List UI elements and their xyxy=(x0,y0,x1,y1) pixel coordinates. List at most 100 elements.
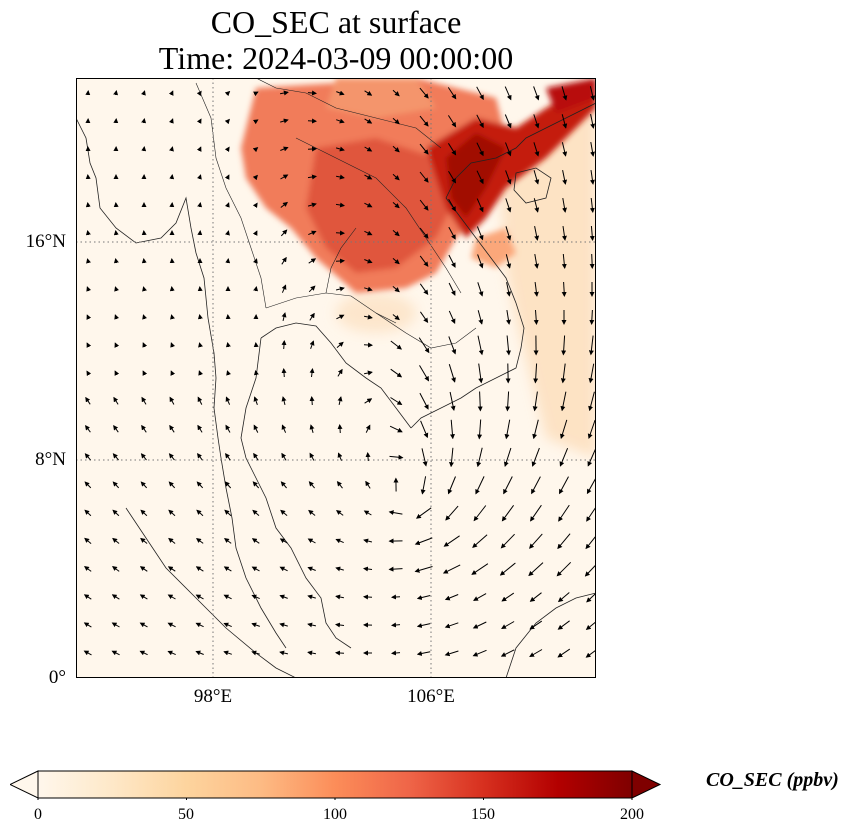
wind-arrow xyxy=(280,481,287,489)
wind-arrow xyxy=(112,537,120,544)
wind-arrow xyxy=(534,254,539,269)
wind-arrow xyxy=(141,258,147,264)
wind-arrow xyxy=(419,143,429,155)
wind-arrow xyxy=(309,396,315,406)
wind-arrow xyxy=(561,226,567,241)
wind-arrow xyxy=(419,255,429,267)
wind-arrow xyxy=(392,230,400,237)
wind-arrow xyxy=(449,447,454,468)
wind-arrow xyxy=(557,592,570,603)
wind-arrow xyxy=(86,286,92,292)
wind-arrow xyxy=(167,650,176,656)
wind-arrow xyxy=(252,202,258,209)
wind-arrow xyxy=(252,509,260,516)
wind-arrow xyxy=(225,452,231,461)
wind-arrow xyxy=(336,118,345,124)
wind-arrow xyxy=(139,594,148,600)
wind-arrow xyxy=(589,86,596,101)
wind-arrow xyxy=(197,314,203,320)
wind-arrow xyxy=(448,171,457,184)
wind-arrow xyxy=(280,146,289,152)
wind-arrow xyxy=(225,396,231,405)
wind-arrow xyxy=(562,170,568,185)
wind-arrow xyxy=(112,481,120,489)
wind-arrow xyxy=(561,142,568,157)
wind-arrow xyxy=(170,314,175,320)
wind-arrow xyxy=(504,419,511,440)
colorbar-extend-max xyxy=(631,770,662,799)
wind-arrow xyxy=(141,118,147,124)
wind-arrow xyxy=(335,146,345,152)
wind-arrow xyxy=(414,537,433,546)
wind-arrow xyxy=(167,622,176,628)
wind-arrow xyxy=(363,510,372,516)
wind-arrow xyxy=(533,114,540,129)
wind-arrow xyxy=(281,312,287,322)
wind-arrow xyxy=(388,510,403,516)
wind-arrow xyxy=(472,621,487,629)
wind-arrow xyxy=(448,282,456,296)
wind-arrow xyxy=(281,368,287,378)
wind-arrow xyxy=(224,538,232,544)
wind-arrow xyxy=(590,142,595,157)
wind-arrow xyxy=(224,118,230,125)
wind-arrow xyxy=(363,538,373,544)
wind-arrow xyxy=(307,538,316,544)
wind-arrow xyxy=(253,286,259,292)
wind-arrow xyxy=(307,90,317,96)
wind-arrow xyxy=(589,225,595,241)
wind-arrow xyxy=(198,342,203,348)
wind-arrow xyxy=(556,561,572,577)
wind-arrow xyxy=(448,226,456,240)
wind-arrow xyxy=(113,424,119,433)
wind-arrow xyxy=(444,622,459,629)
wind-arrow xyxy=(281,424,287,433)
wind-arrow xyxy=(364,146,373,152)
wind-arrow xyxy=(532,419,539,440)
wind-arrow xyxy=(280,90,289,96)
wind-arrow xyxy=(139,650,148,656)
wind-arrow xyxy=(588,363,595,384)
wind-arrow xyxy=(448,310,456,325)
wind-arrow xyxy=(533,142,540,157)
wind-arrow xyxy=(281,452,287,461)
wind-arrow xyxy=(167,566,176,572)
wind-arrow xyxy=(419,199,429,211)
wind-arrow xyxy=(505,391,511,412)
colorbar-tick-50: 50 xyxy=(178,806,194,823)
wind-arrow xyxy=(168,509,176,517)
wind-arrow xyxy=(251,650,260,656)
wind-arrow xyxy=(589,170,595,185)
wind-arrow xyxy=(561,114,568,129)
wind-arrow xyxy=(111,594,120,600)
wind-arrow xyxy=(309,452,315,461)
wind-arrow xyxy=(85,230,91,236)
wind-arrow xyxy=(253,370,259,376)
wind-arrow xyxy=(364,258,373,264)
wind-arrow xyxy=(197,174,202,180)
wind-arrow xyxy=(390,368,403,378)
wind-arrow xyxy=(419,365,430,382)
wind-arrow xyxy=(363,314,373,320)
wind-arrow xyxy=(533,198,540,213)
wind-arrow xyxy=(223,566,232,572)
wind-arrow xyxy=(335,538,344,544)
colorbar-tick-100: 100 xyxy=(323,806,347,823)
wind-arrow xyxy=(443,535,460,547)
wind-arrow xyxy=(534,226,540,241)
wind-arrow xyxy=(501,621,515,629)
wind-arrow xyxy=(448,364,456,383)
wind-arrow xyxy=(391,650,401,656)
wind-arrow xyxy=(444,650,459,657)
wind-arrow xyxy=(531,447,540,467)
wind-arrow xyxy=(168,481,176,489)
wind-arrow xyxy=(253,258,258,264)
wind-arrow xyxy=(281,396,287,406)
wind-arrow xyxy=(169,286,175,292)
wind-arrow xyxy=(196,509,204,517)
wind-arrow xyxy=(449,419,455,440)
wind-arrow xyxy=(363,566,373,572)
wind-arrow xyxy=(141,90,146,96)
lon-label-98e: 98°E xyxy=(193,686,233,707)
wind-arrow xyxy=(84,509,92,517)
